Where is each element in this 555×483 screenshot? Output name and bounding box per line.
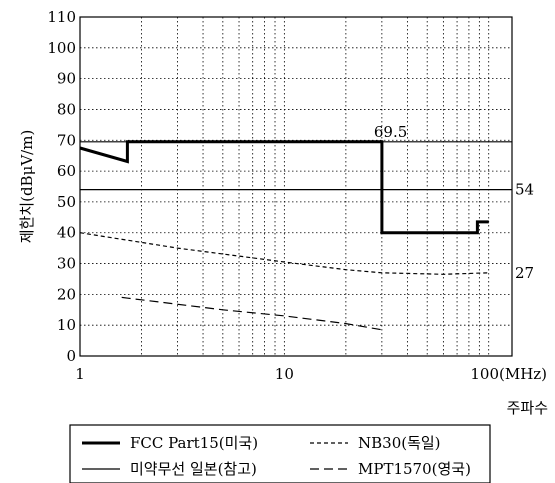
series-lines xyxy=(79,140,512,331)
y-tick-label: 10 xyxy=(57,316,76,334)
legend-label: MPT1570(영국) xyxy=(358,460,471,478)
annotation-label: 69.5 xyxy=(374,123,407,141)
x-axis-label: 주파수 xyxy=(507,399,548,417)
grid xyxy=(80,17,512,356)
x-tick-labels: 1 10 100(MHz) xyxy=(75,365,547,383)
series-line-1 xyxy=(79,140,489,235)
series-line-3 xyxy=(79,232,489,275)
legend-label: 미약무선 일본(참고) xyxy=(130,460,257,478)
y-tick-label: 0 xyxy=(66,347,76,365)
annotation-label: 54 xyxy=(515,181,534,199)
y-tick-label: 30 xyxy=(57,255,76,273)
y-tick-label: 40 xyxy=(57,224,76,242)
y-tick-label: 20 xyxy=(57,285,76,303)
x-tick-label: 100(MHz) xyxy=(470,365,547,383)
y-axis-label: 제한치(dBμV/m) xyxy=(18,130,36,244)
legend: FCC Part15(미국) NB30(독일) 미약무선 일본(참고) MPT1570… xyxy=(69,424,491,483)
y-tick-label: 100 xyxy=(47,39,76,57)
y-tick-label: 110 xyxy=(47,8,76,26)
annotations: 69.5 54 27 xyxy=(374,123,534,282)
legend-box xyxy=(69,424,491,483)
legend-label: NB30(독일) xyxy=(358,434,441,452)
y-tick-labels: 0 10 20 30 40 50 60 70 80 90 100 110 xyxy=(47,8,76,365)
x-tick-label: 10 xyxy=(275,365,294,383)
legend-label: FCC Part15(미국) xyxy=(130,434,258,452)
y-tick-label: 80 xyxy=(57,100,76,118)
y-tick-label: 70 xyxy=(57,131,76,149)
annotation-label: 27 xyxy=(515,264,534,282)
y-tick-label: 60 xyxy=(57,162,76,180)
x-tick-label: 1 xyxy=(75,365,85,383)
y-tick-label: 50 xyxy=(57,193,76,211)
plot-frame xyxy=(79,16,513,357)
y-tick-label: 90 xyxy=(57,70,76,88)
